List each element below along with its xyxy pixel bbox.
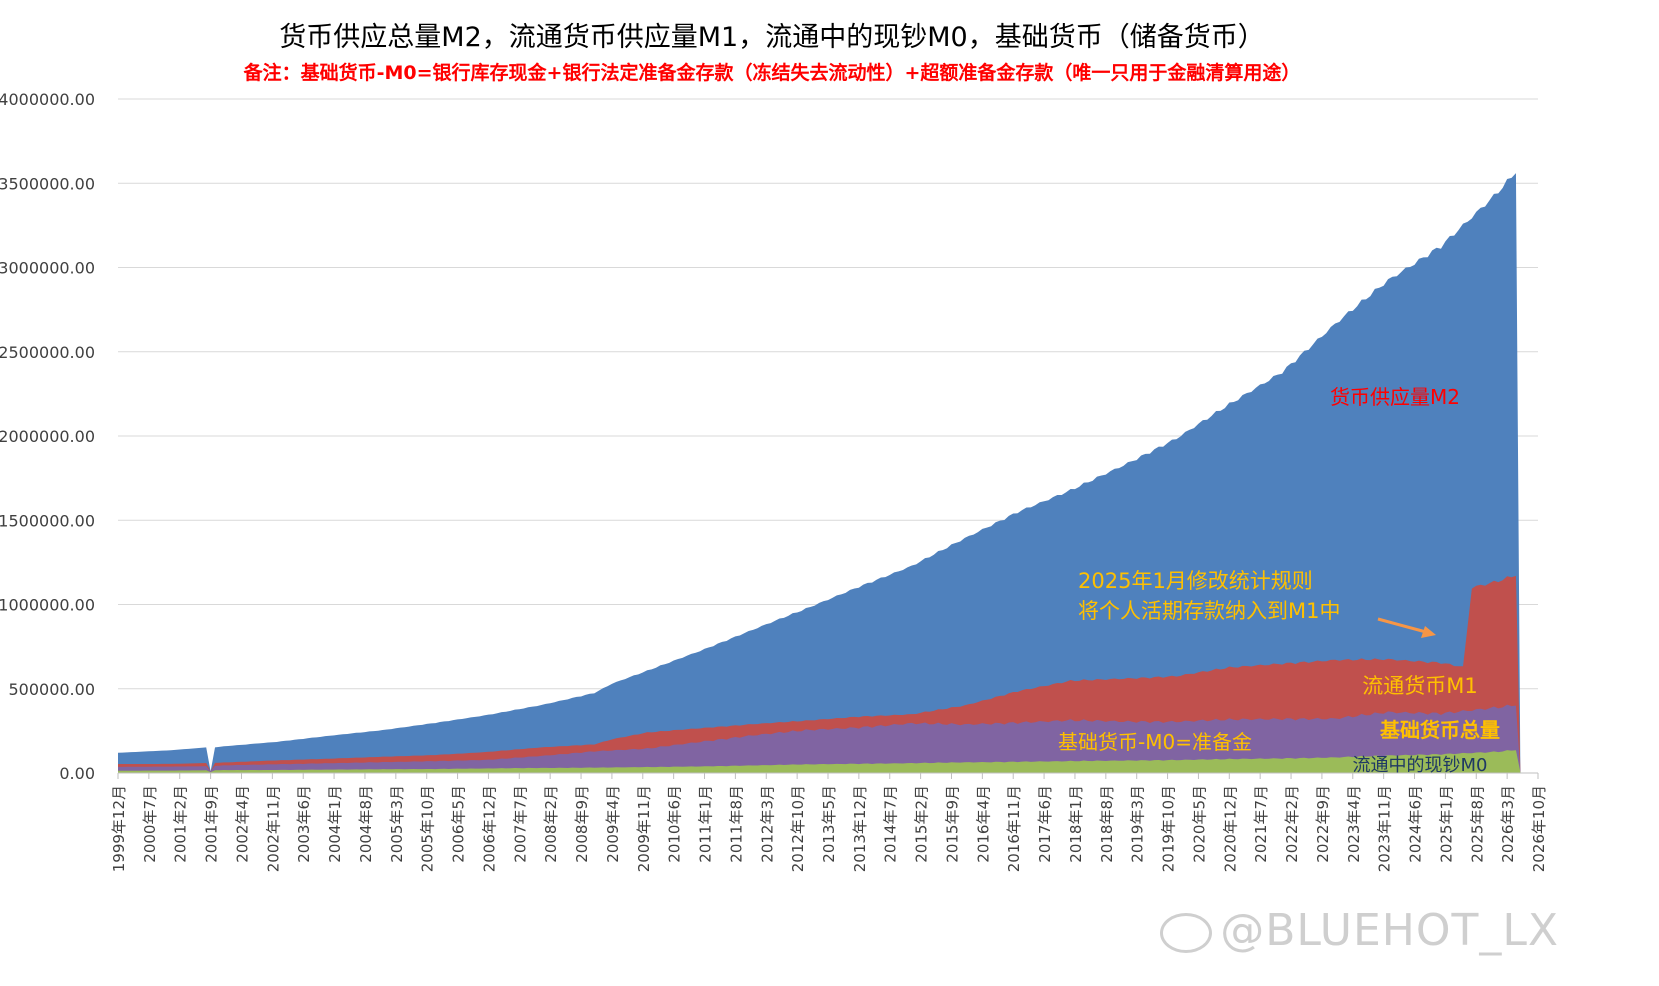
x-tick-label: 2026年3月 [1499,785,1517,863]
x-tick-label: 2012年3月 [758,785,776,863]
x-tick-label: 2015年9月 [943,785,961,863]
x-tick-label: 2003年6月 [295,785,313,863]
x-tick-label: 2011年1月 [697,785,715,863]
annotation-label: 2025年1月修改统计规则 [1078,569,1313,593]
annotation-label: 基础货币-M0=准备金 [1058,730,1252,754]
watermark-text: @BLUEHOT_LX [1220,905,1559,956]
annotation-label: 货币供应量M2 [1330,385,1460,409]
x-tick-label: 2024年6月 [1407,785,1425,863]
x-tick-label: 2001年9月 [203,785,221,863]
y-axis-tick-labels: 0.00 500000.00 1000000.00 1500000.00 2000000… [0,90,95,783]
y-tick-label: 0.00 [59,764,95,783]
gridlines [118,98,1538,690]
x-tick-label: 2004年8月 [357,785,375,863]
y-tick-label: 500000.00 [8,680,95,699]
area-m0 [118,750,1521,773]
annotation-label: 基础货币总量 [1380,718,1500,742]
x-tick-label: 2006年12月 [480,785,498,872]
x-tick-label: 2010年6月 [666,785,684,863]
x-tick-label: 2025年1月 [1437,785,1455,863]
x-tick-label: 2020年12月 [1221,785,1239,872]
x-tick-label: 2017年6月 [1036,785,1054,863]
x-tick-label: 2005年3月 [388,785,406,863]
x-tick-label: 2000年7月 [141,785,159,863]
y-tick-label: 1500000.00 [0,511,95,530]
x-tick-label: 2009年11月 [635,785,653,872]
watermark: @BLUEHOT_LX [1160,905,1559,956]
x-tick-label: 2015年2月 [913,785,931,863]
x-tick-label: 2014年7月 [882,785,900,863]
x-tick-label: 2022年2月 [1283,785,1301,863]
x-tick-label: 2009年4月 [604,785,622,863]
x-tick-label: 2004年1月 [326,785,344,863]
annotation-label: 流通货币M1 [1362,674,1477,698]
x-tick-label: 2020年5月 [1190,785,1208,863]
x-tick-label: 2022年9月 [1314,785,1332,863]
x-tick-label: 2016年11月 [1005,785,1023,872]
annotation-arrow-head [1421,626,1436,638]
x-tick-label: 2019年10月 [1160,785,1178,872]
x-tick-label: 2002年11月 [264,785,282,872]
x-tick-label: 2016年4月 [974,785,992,863]
x-tick-label: 2018年8月 [1098,785,1116,863]
annotation-label: 流通中的现钞M0 [1353,755,1488,776]
x-tick-label: 2007年7月 [511,785,529,863]
x-tick-label: 2005年10月 [419,785,437,872]
x-axis [117,772,1539,779]
chart-title: 货币供应总量M2，流通货币供应量M1，流通中的现钞M0，基础货币（储备货币） [279,22,1264,53]
x-tick-label: 2002年4月 [233,785,251,863]
x-tick-label: 2023年4月 [1345,785,1363,863]
area-m2 [118,173,1521,773]
x-tick-label: 2013年12月 [851,785,869,872]
series-areas [118,173,1521,773]
x-tick-label: 2021年7月 [1252,785,1270,863]
annotation-arrow [1377,617,1427,634]
x-tick-label: 2006年5月 [450,785,468,863]
x-tick-label: 2023年11月 [1376,785,1394,872]
x-tick-label: 2013年5月 [820,785,838,863]
x-tick-label: 2026年10月 [1530,785,1548,872]
y-tick-label: 2000000.00 [0,427,95,446]
x-axis-tick-labels: 1999年12月 2000年7月 2001年2月 2001年9月 2002年4月 2002… [110,785,1548,872]
x-tick-label: 2008年9月 [573,785,591,863]
x-tick-label: 2011年8月 [727,785,745,863]
area-base [118,704,1521,773]
chart-subtitle: 备注：基础货币-M0=银行库存现金+银行法定准备金存款（冻结失去流动性）+超额准… [243,61,1301,84]
x-tick-label: 2012年10月 [789,785,807,872]
weibo-logo-icon [1160,913,1213,953]
x-tick-label: 2019年3月 [1129,785,1147,863]
y-tick-label: 3500000.00 [0,174,95,193]
x-tick-label: 2025年8月 [1468,785,1486,863]
x-tick-label: 1999年12月 [110,785,128,872]
annotation-label: 将个人活期存款纳入到M1中 [1078,599,1340,623]
y-tick-label: 3000000.00 [0,259,95,278]
x-tick-label: 2018年1月 [1067,785,1085,863]
y-tick-label: 2500000.00 [0,343,95,362]
x-tick-label: 2001年2月 [172,785,190,863]
y-tick-label: 4000000.00 [0,90,95,109]
x-tick-label: 2008年2月 [542,785,560,863]
y-tick-label: 1000000.00 [0,596,95,615]
